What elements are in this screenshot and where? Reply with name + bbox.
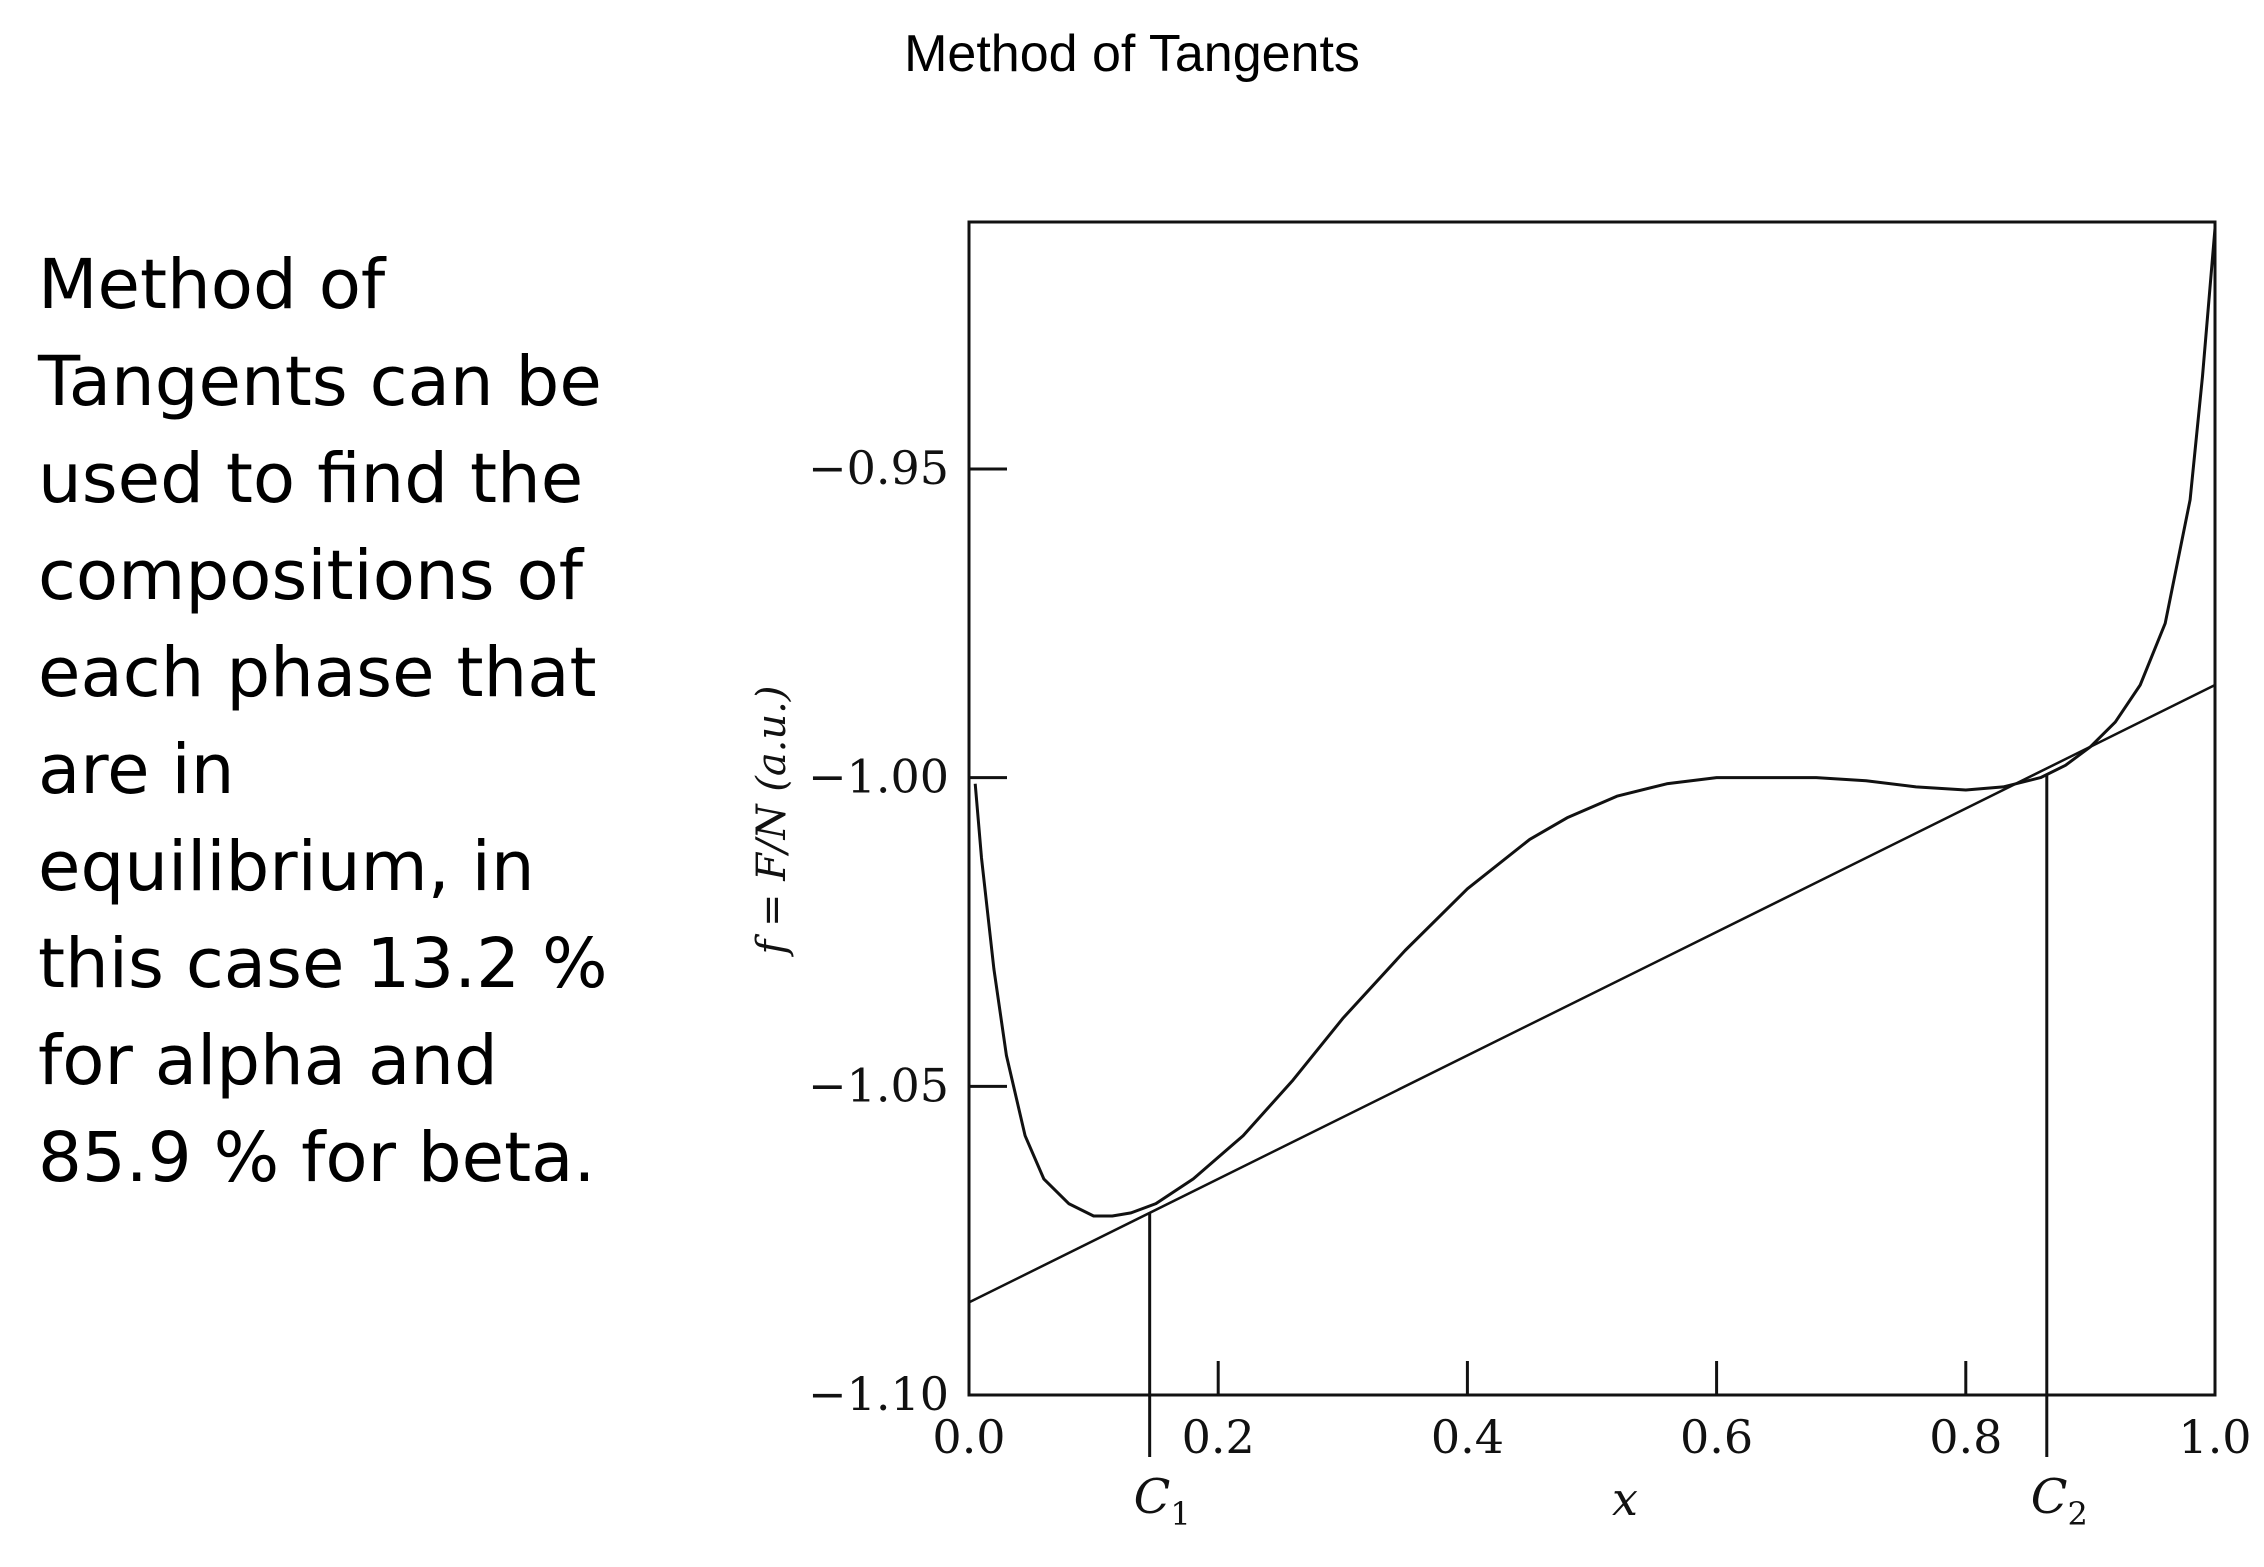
y-axis-label: f = F/N (a.u.) <box>749 686 795 958</box>
tangent-point-subscript: 1 <box>1170 1495 1190 1533</box>
common-tangent-line <box>968 683 2216 1304</box>
y-tick-label: −1.10 <box>808 1367 949 1421</box>
x-tick-label: 0.4 <box>1431 1410 1504 1464</box>
y-tick-label: −1.00 <box>808 750 949 804</box>
slide-title: Method of Tangents <box>904 25 1360 83</box>
x-tick-label: 1.0 <box>2178 1410 2251 1464</box>
x-tick-label: 0.2 <box>1182 1410 1255 1464</box>
tick-labels: 0.0 0.2 0.4 0.6 0.8 1.0 −1.10 −1.05 −1.00 −0.95 <box>808 441 2252 1464</box>
tangent-point-label-2: C2 <box>2031 1469 2088 1533</box>
y-tick-label: −1.05 <box>808 1058 949 1112</box>
x-tick-label: 0.0 <box>932 1410 1005 1464</box>
plot-frame <box>967 220 2217 1397</box>
axis-ticks <box>969 467 1968 1395</box>
explanation-text: Method of Tangents can be used to find t… <box>38 245 608 1198</box>
free-energy-curve <box>973 228 2217 1218</box>
y-tick-label: −0.95 <box>808 441 949 495</box>
plot-border <box>967 220 2217 1397</box>
tangent-point-label-1: C1 <box>1134 1469 1191 1533</box>
x-tick-label: 0.6 <box>1680 1410 1753 1464</box>
data-series <box>968 228 2217 1304</box>
tangent-point-subscript: 2 <box>2068 1495 2088 1533</box>
x-axis-label: x <box>1612 1472 1638 1526</box>
x-tick-label: 0.8 <box>1929 1410 2002 1464</box>
